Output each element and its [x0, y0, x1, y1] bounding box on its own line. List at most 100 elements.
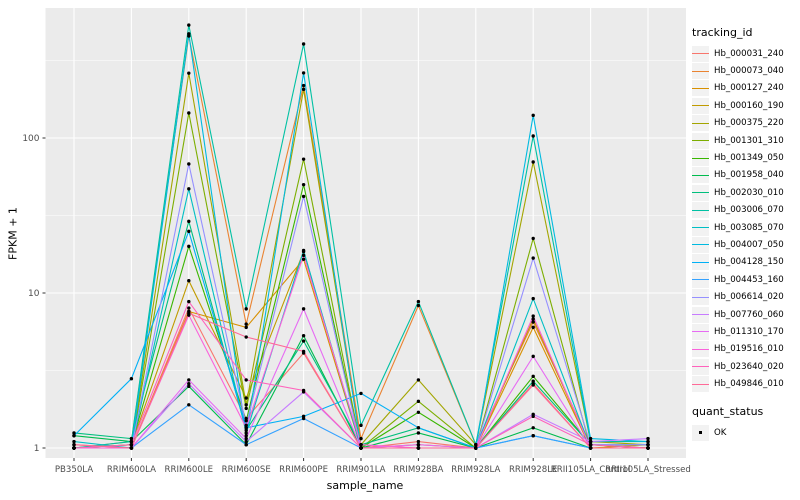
data-point	[244, 423, 248, 428]
data-point	[187, 219, 191, 224]
data-point	[187, 384, 191, 389]
x-tick-label: RRIM928BA	[393, 465, 443, 475]
data-point	[129, 436, 134, 441]
legend-item-Hb_006614_020: Hb_006614_020	[692, 288, 800, 306]
legend-item-label: Hb_004128_150	[714, 257, 784, 268]
data-point	[416, 439, 421, 444]
legend-item-label: Hb_000073_040	[714, 66, 784, 77]
data-point	[531, 434, 535, 438]
legend-item-Hb_000375_220: Hb_000375_220	[692, 115, 800, 132]
x-tick-label: RRIM600LE	[165, 465, 214, 475]
legend-item-label: Hb_000160_190	[714, 100, 784, 111]
data-point	[301, 307, 306, 311]
legend-line-icon	[692, 209, 709, 211]
legend-item-Hb_000073_040: Hb_000073_040	[692, 62, 800, 80]
data-point	[301, 334, 306, 338]
legend-item-label: Hb_023640_020	[714, 361, 784, 372]
data-point	[531, 296, 535, 301]
data-point	[531, 426, 535, 430]
data-point	[531, 113, 535, 118]
data-point	[244, 335, 248, 339]
legend-key-swatch	[692, 254, 709, 271]
data-point	[129, 446, 134, 450]
legend-key-swatch	[692, 132, 709, 149]
legend-key-swatch	[692, 219, 709, 236]
legend-line-icon	[692, 87, 709, 89]
legend-item-Hb_001301_310: Hb_001301_310	[692, 132, 800, 149]
y-tick-label: 100	[22, 134, 39, 144]
legend-key-swatch	[692, 202, 709, 219]
data-point	[531, 314, 535, 318]
legend-key-swatch	[692, 115, 709, 132]
x-tick-label: RRII105LA_Control	[551, 465, 631, 475]
data-point	[531, 256, 535, 260]
legend-item-Hb_023640_020: Hb_023640_020	[692, 358, 800, 375]
x-tick-label: RRIM600PE	[279, 465, 328, 475]
data-point	[531, 325, 535, 330]
legend-item-label: Hb_019516_010	[714, 344, 784, 355]
x-axis-title: sample_name	[326, 479, 404, 492]
x-tick-label: RRIM928LA	[451, 465, 500, 475]
data-point	[531, 379, 535, 383]
legend-key-swatch	[692, 289, 709, 306]
legend-line-icon	[692, 261, 709, 263]
data-point	[244, 325, 248, 330]
legend-line-icon	[692, 157, 709, 159]
data-point	[187, 311, 191, 315]
data-point	[244, 396, 248, 400]
data-point	[301, 157, 306, 161]
legend-key-swatch	[692, 184, 709, 201]
data-point	[416, 446, 421, 450]
legend-line-icon	[692, 70, 709, 72]
data-point	[416, 431, 421, 435]
data-point	[301, 349, 306, 354]
data-point	[416, 410, 421, 414]
data-point	[129, 439, 134, 444]
legend-item-Hb_004453_160: Hb_004453_160	[692, 271, 800, 288]
data-point	[244, 406, 248, 411]
data-point	[474, 446, 478, 450]
data-point	[244, 307, 248, 311]
legend-shape-title: quant_status	[692, 404, 764, 418]
legend-item-label: Hb_002030_010	[714, 187, 784, 198]
legend-key-swatch	[692, 97, 709, 114]
data-point	[244, 431, 248, 435]
data-point	[416, 299, 421, 304]
legend-line-icon	[692, 53, 709, 55]
legend-key-swatch	[692, 341, 709, 358]
data-point	[301, 194, 306, 199]
data-point	[301, 416, 306, 421]
legend-line-icon	[692, 105, 709, 107]
x-tick-label: RRIM600LA	[107, 465, 156, 475]
data-point	[187, 306, 191, 310]
legend-line-icon	[692, 296, 709, 298]
data-point	[531, 160, 535, 164]
legend-line-icon	[692, 227, 709, 229]
y-tick-label: 10	[28, 289, 40, 299]
legend-key-swatch	[692, 45, 709, 62]
data-point	[129, 443, 134, 447]
data-point	[129, 376, 134, 381]
y-axis-title: FPKM + 1	[6, 207, 20, 260]
legend-key-swatch	[692, 306, 709, 323]
legend-item-label: Hb_000031_240	[714, 48, 784, 59]
legend-key-swatch	[692, 271, 709, 288]
data-point	[301, 339, 306, 343]
data-point	[646, 443, 650, 447]
legend-item-Hb_000031_240: Hb_000031_240	[692, 45, 800, 62]
legend-line-icon	[692, 383, 709, 385]
data-point	[187, 299, 191, 304]
legend-item-label: Hb_001301_310	[714, 135, 784, 146]
legend-line-icon	[692, 314, 709, 316]
legend-item-label: Hb_001958_040	[714, 170, 784, 181]
legend-key-swatch	[692, 167, 709, 184]
data-point	[187, 23, 191, 27]
data-point	[359, 443, 363, 447]
data-point	[416, 303, 421, 308]
data-point	[301, 257, 306, 261]
data-point	[187, 244, 191, 249]
data-point	[187, 32, 191, 36]
data-point	[72, 434, 76, 438]
legend-line-icon	[692, 140, 709, 142]
